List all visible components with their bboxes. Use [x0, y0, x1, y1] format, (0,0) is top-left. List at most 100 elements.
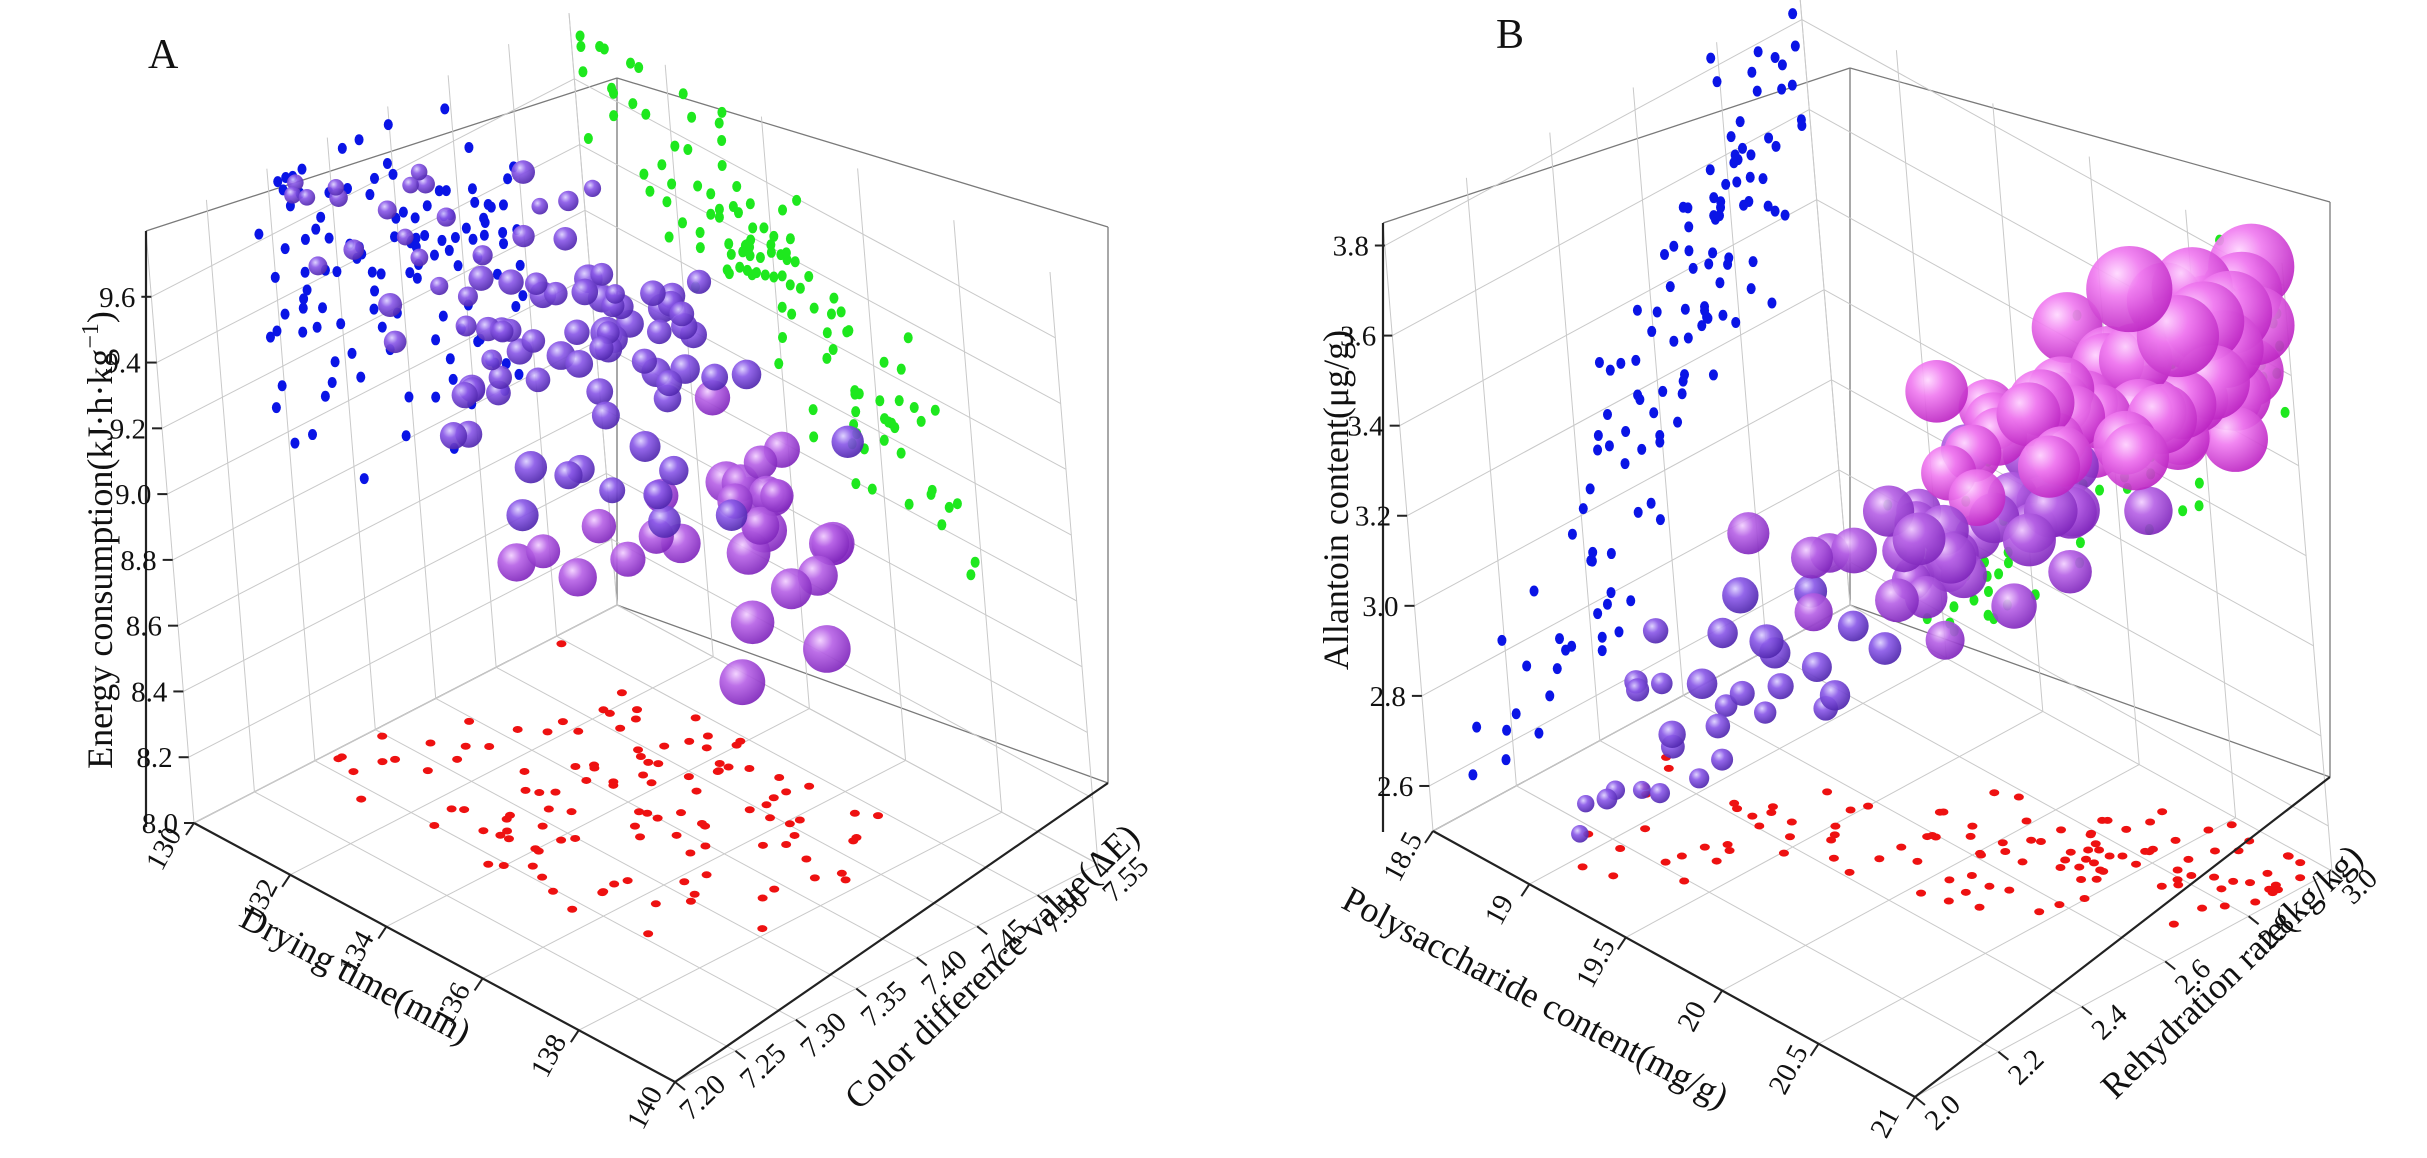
wall-projection-dot-green [826, 308, 836, 320]
bubble-point [451, 382, 478, 409]
floor-projection-dot [570, 834, 581, 842]
x-tick [569, 1029, 580, 1043]
wall-projection-dot-blue [280, 243, 290, 255]
bubble-point [571, 278, 599, 306]
gridline [177, 407, 602, 627]
chart-panel-a: A 8.08.28.48.68.89.09.29.49.613013213413… [78, 12, 1155, 1134]
wall-projection-dot-green [867, 483, 877, 495]
bubble-point [599, 477, 626, 504]
wall-projection-dot-blue [434, 185, 444, 197]
floor-projection-dot [348, 768, 359, 776]
panel-b-y-axis-line [1914, 776, 2331, 1098]
wall-projection-dot-green [1994, 568, 2004, 580]
z-tick-label: 9.6 [99, 282, 135, 314]
floor-projection-dot [2283, 852, 2294, 860]
gridline [1414, 379, 1832, 607]
wall-projection-dot-blue [464, 141, 474, 153]
wall-projection-dot-blue [298, 326, 308, 338]
bubble-point [497, 543, 536, 582]
wall-projection-dot-green [695, 242, 705, 254]
floor-projection-dot [2117, 852, 2128, 860]
wall-projection-dot-blue [273, 176, 283, 188]
floor-projection-dot [543, 805, 554, 813]
floor-projection-dot [333, 755, 344, 763]
wall-projection-dot-green [717, 106, 727, 118]
y-tick [795, 1018, 807, 1029]
floor-projection-dot [557, 718, 568, 726]
wall-projection-dot-blue [1631, 354, 1641, 366]
floor-projection-dot [2245, 879, 2256, 887]
floor-projection-dot [604, 709, 615, 717]
wall-projection-dot-blue [1616, 357, 1626, 369]
wall-projection-dot-blue [271, 402, 281, 414]
z-tick-label: 3.6 [1340, 321, 1376, 353]
wall-projection-dot-blue [300, 266, 310, 278]
wall-projection-dot-green [769, 271, 779, 283]
bubble-point [410, 248, 429, 267]
wall-projection-dot-blue [1745, 171, 1755, 183]
wall-projection-dot-blue [272, 325, 282, 337]
wall-projection-dot-blue [1732, 176, 1742, 188]
wall-projection-dot-blue [1683, 202, 1693, 214]
floor-projection-dot [1984, 882, 1995, 890]
wall-projection-dot-green [809, 302, 819, 314]
wall-projection-dot-green [822, 352, 832, 364]
wall-projection-dot-green [2075, 537, 2085, 549]
floor-projection-dot [1711, 857, 1722, 865]
wall-projection-dot-green [774, 358, 784, 370]
gridline [611, 538, 1093, 799]
x-tick [1713, 990, 1724, 1004]
wall-projection-dot-blue [1655, 514, 1665, 526]
wall-projection-dot-blue [515, 259, 525, 271]
x-tick [377, 926, 388, 940]
wall-projection-dot-green [851, 478, 861, 490]
bubble-point [457, 286, 478, 307]
wall-projection-dot-green [795, 282, 805, 294]
floor-projection-dot [1767, 803, 1778, 811]
floor-projection-dot [589, 764, 600, 772]
floor-projection-dot [527, 862, 538, 870]
gridline [1682, 694, 2166, 962]
floor-projection-dot [2017, 858, 2028, 866]
bubble-point [686, 269, 712, 294]
wall-projection-dot-green [575, 30, 585, 42]
wall-projection-dot-blue [1787, 79, 1797, 91]
wall-projection-dot-green [778, 204, 788, 216]
floor-projection-dot [390, 755, 401, 763]
wall-projection-dot-blue [1716, 202, 1726, 214]
floor-projection-dot [542, 728, 553, 736]
floor-projection-dot [1778, 849, 1789, 857]
wall-projection-dot-blue [318, 302, 328, 314]
bubble-point [770, 568, 812, 610]
wall-projection-dot-blue [1731, 316, 1741, 328]
floor-projection-dot [1960, 888, 1971, 896]
floor-projection-dot [634, 808, 645, 816]
floor-projection-dot [2121, 825, 2132, 833]
wall-projection-dot-blue [1715, 210, 1725, 222]
gridline [1721, 764, 2140, 992]
wall-projection-dot-blue [356, 371, 366, 383]
floor-projection-dot [848, 837, 859, 845]
floor-projection-dot [537, 873, 548, 881]
wall-projection-dot-green [879, 434, 889, 446]
floor-projection-dot [784, 820, 795, 828]
bubble-point [455, 315, 477, 337]
gridline [1799, 0, 1851, 606]
bubble-point [1875, 578, 1919, 623]
wall-projection-dot-blue [330, 356, 340, 368]
panel-b-yz-wall-projection [1468, 8, 1807, 781]
z-tick-label: 3.8 [1333, 231, 1369, 263]
wall-projection-dot-green [937, 519, 947, 531]
gridline [1399, 199, 1817, 427]
bubble-point [1791, 536, 1834, 579]
x-tick-label: 138 [525, 1029, 574, 1082]
floor-projection-dot [1826, 836, 1837, 844]
floor-projection-dot [556, 640, 567, 648]
floor-projection-dot [635, 833, 646, 841]
floor-projection-dot [377, 758, 388, 766]
bubble-point [1925, 620, 1965, 660]
wall-projection-dot-green [609, 87, 619, 99]
gridline [1914, 870, 2333, 1098]
wall-projection-dot-blue [1721, 178, 1731, 190]
bubble-point [1801, 651, 1832, 682]
